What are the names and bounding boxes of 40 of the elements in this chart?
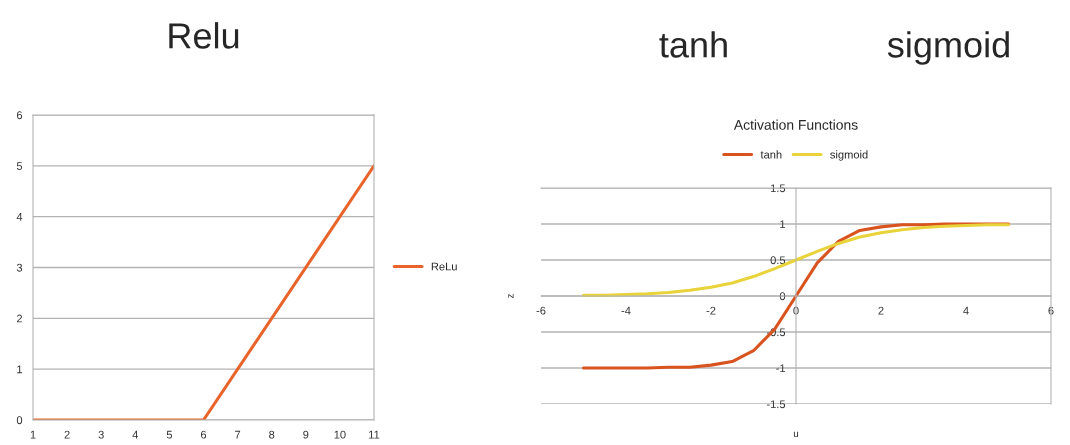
x-axis-title: u [793,431,799,438]
x-tick-label: 6 [1048,306,1054,315]
y-tick-label: -1 [776,364,786,373]
x-tick-label: 8 [269,430,275,439]
text: tanh [659,31,727,58]
y-tick-label: 4 [16,213,23,221]
legend-label: ReLu [431,262,457,271]
y-tick-label: 5 [16,162,23,170]
x-tick-label: -6 [536,306,546,315]
x-tick-label: 11 [369,430,380,439]
x-tick-label: 3 [98,430,104,439]
x-tick-label: 10 [334,430,346,439]
y-tick-label: -1.5 [766,400,786,409]
x-tick-label: 6 [200,430,207,439]
y-tick-label: 6 [16,111,23,120]
y-tick-label: 1 [17,365,23,374]
y-tick-label: 2 [16,314,23,323]
x-tick-label: 5 [166,430,173,439]
text: sigmoid [887,31,1009,65]
x-tick-label: 4 [132,430,139,439]
y-tick-label: 1 [780,220,786,229]
legend-label: sigmoid [830,150,868,161]
y-tick-label: 0 [16,416,23,425]
x-tick-label: 4 [963,306,969,315]
x-tick-label: -2 [706,306,716,315]
x-tick-label: 0 [793,306,799,315]
x-tick-label: 1 [30,430,36,439]
x-tick-label: 9 [303,430,309,439]
y-axis-title: z [508,294,514,299]
x-tick-label: 2 [64,430,70,439]
chart-title: Activation Functions [733,119,858,130]
legend-label: tanh [760,150,782,159]
y-tick-label: 1.5 [770,184,786,193]
y-tick-label: 0 [779,292,786,301]
x-tick-label: 2 [878,306,884,315]
chart-title: Relu [169,22,239,49]
x-tick-label: -4 [621,306,631,315]
y-tick-label: 3 [16,263,23,272]
x-tick-label: 7 [235,430,241,439]
y-tick-label: 0.5 [770,256,786,265]
